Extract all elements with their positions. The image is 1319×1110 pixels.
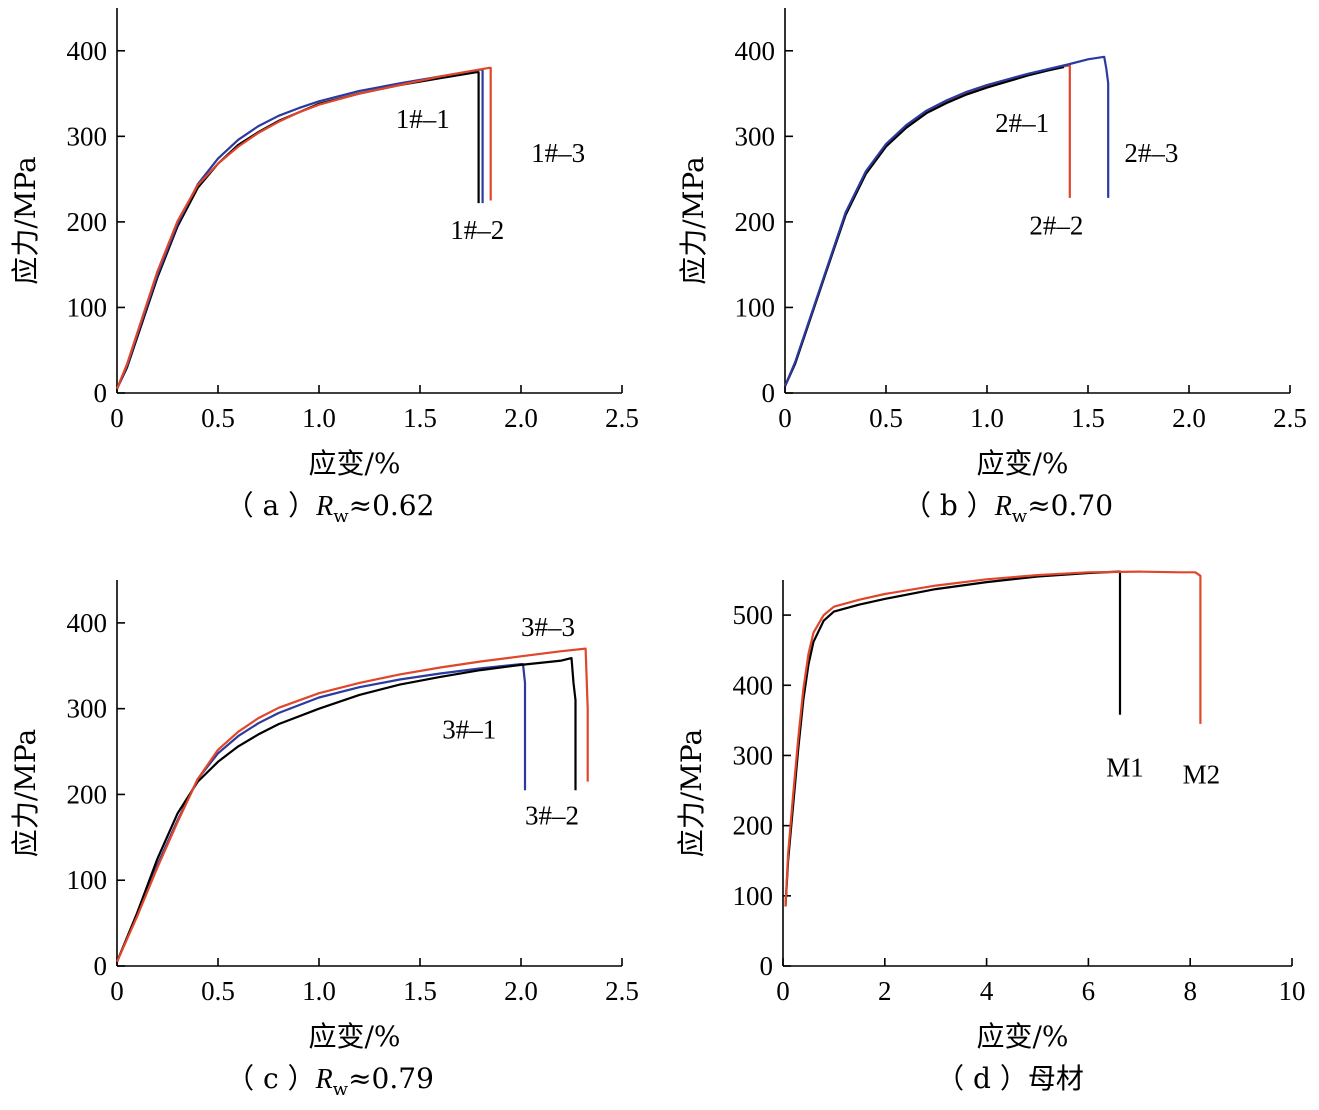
curve-label: 1#–3 [531, 138, 585, 168]
curve-label: 2#–2 [1029, 211, 1083, 241]
y-tick-label: 300 [67, 694, 108, 724]
caption-sub: w [333, 506, 349, 527]
caption-suffix: ≈0.62 [349, 489, 435, 522]
y-tick-label: 300 [67, 121, 108, 151]
y-tick-label: 0 [94, 951, 108, 981]
curve-label: M1 [1106, 753, 1144, 783]
x-tick-label: 2.5 [1273, 403, 1307, 433]
x-tick-label: 0.5 [201, 976, 235, 1006]
x-tick-label: 0.5 [869, 403, 903, 433]
caption-prefix: （ c ） [226, 1062, 315, 1095]
y-tick-label: 400 [67, 36, 108, 66]
curve-label: 3#–1 [442, 715, 496, 745]
y-tick-label: 400 [67, 608, 108, 638]
curve-label: 3#–2 [525, 800, 579, 830]
x-tick-label: 1.5 [403, 403, 437, 433]
y-axis-label: 应力/MPa [677, 156, 710, 284]
x-tick-label: 2.5 [605, 976, 639, 1006]
x-tick-label: 1.5 [1071, 403, 1105, 433]
caption-var: R [315, 491, 333, 522]
y-tick-label: 400 [733, 670, 774, 700]
x-axis-label: 应变/% [976, 1020, 1068, 1053]
panel-caption: （ c ）Rw≈0.79 [226, 1062, 434, 1100]
panel-b: 0 0.5 1.0 1.5 2.0 2.5 0 100 200 300 400 应变/% 应力/MPa 2… [677, 8, 1307, 527]
x-tick-label: 2.0 [504, 403, 538, 433]
x-axis-label: 应变/% [308, 447, 400, 480]
y-tick-label: 0 [760, 951, 774, 981]
x-tick-label: 2.0 [504, 976, 538, 1006]
y-tick-label: 100 [67, 292, 108, 322]
curve-label: 3#–3 [521, 612, 575, 642]
y-axis-label: 应力/MPa [675, 729, 708, 857]
panel-caption: （ d ）母材 [936, 1062, 1084, 1095]
y-axis-label: 应力/MPa [9, 729, 42, 857]
series-line-3-2 [115, 657, 577, 963]
x-tick-label: 10 [1279, 976, 1306, 1006]
x-tick-label: 0 [776, 976, 790, 1006]
x-tick-label: 6 [1082, 976, 1096, 1006]
y-tick-label: 300 [735, 121, 776, 151]
caption-sub: w [333, 1079, 349, 1100]
x-tick-label: 1.0 [302, 403, 336, 433]
series-line-M1 [784, 570, 1122, 907]
series-line-2-3 [783, 55, 1110, 387]
curve-label: 1#–1 [396, 104, 450, 134]
curve-label: 1#–2 [450, 215, 504, 245]
panel-a: 0 0.5 1.0 1.5 2.0 2.5 0 100 200 300 400 应变/% 应力/MPa 1… [9, 8, 639, 527]
x-tick-label: 0 [110, 976, 124, 1006]
x-axis-label: 应变/% [976, 447, 1068, 480]
y-tick-label: 100 [733, 881, 774, 911]
x-tick-label: 2.0 [1172, 403, 1206, 433]
x-tick-label: 2 [878, 976, 892, 1006]
caption-prefix: （ a ） [226, 489, 317, 522]
caption-suffix: ≈0.70 [1027, 489, 1113, 522]
y-axis-label: 应力/MPa [9, 156, 42, 284]
x-tick-label: 1.0 [302, 976, 336, 1006]
x-axis-label: 应变/% [308, 1020, 400, 1053]
y-tick-label: 200 [67, 779, 108, 809]
panel-c: 0 0.5 1.0 1.5 2.0 2.5 0 100 200 300 400 应变/% 应力/MPa 3… [9, 580, 639, 1100]
caption-prefix: （ d ） [936, 1062, 1028, 1095]
caption-suffix: 母材 [1028, 1062, 1084, 1095]
caption-suffix: ≈0.79 [348, 1062, 434, 1095]
y-tick-label: 100 [67, 865, 108, 895]
x-tick-label: 0 [110, 403, 124, 433]
panel-caption: （ a ）Rw≈0.62 [226, 489, 435, 527]
curve-label: 2#–3 [1124, 138, 1178, 168]
panel-caption: （ b ）Rw≈0.70 [903, 489, 1113, 527]
y-tick-label: 200 [733, 811, 774, 841]
x-tick-label: 4 [980, 976, 994, 1006]
series-line-1-3 [115, 66, 492, 390]
x-tick-label: 1.0 [970, 403, 1004, 433]
x-tick-label: 1.5 [403, 976, 437, 1006]
caption-sub: w [1012, 506, 1028, 527]
y-tick-label: 500 [733, 600, 774, 630]
y-tick-label: 200 [67, 207, 108, 237]
caption-var: R [994, 491, 1012, 522]
series-line-M2 [784, 570, 1202, 907]
x-tick-label: 0.5 [201, 403, 235, 433]
y-tick-label: 0 [762, 378, 776, 408]
curve-label: M2 [1183, 760, 1221, 790]
y-tick-label: 100 [735, 292, 776, 322]
x-tick-label: 8 [1183, 976, 1197, 1006]
y-tick-label: 300 [733, 740, 774, 770]
series-line-3-3 [115, 647, 589, 963]
y-tick-label: 0 [94, 378, 108, 408]
x-tick-label: 0 [778, 403, 792, 433]
y-tick-label: 400 [735, 36, 776, 66]
caption-prefix: （ b ） [903, 489, 995, 522]
x-tick-label: 2.5 [605, 403, 639, 433]
curve-label: 2#–1 [995, 108, 1049, 138]
caption-var: R [315, 1064, 333, 1095]
y-tick-label: 200 [735, 207, 776, 237]
